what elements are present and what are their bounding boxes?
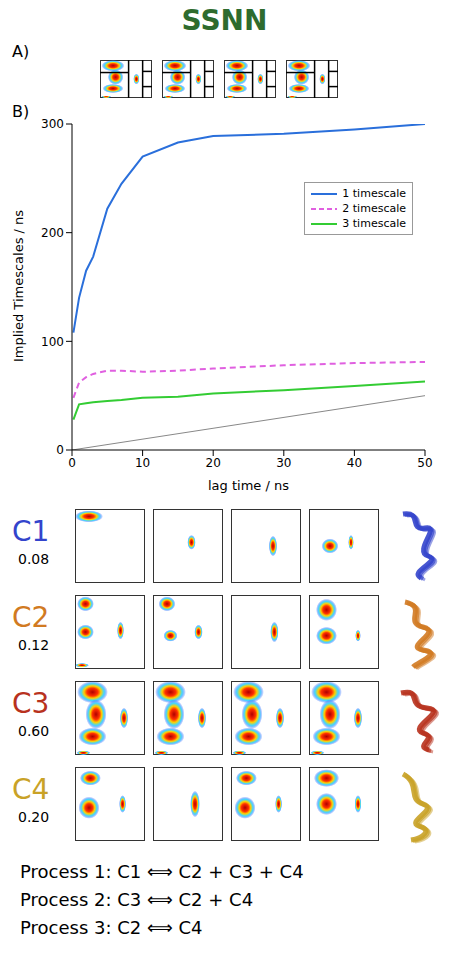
html-text:Process 1: C1 ⟺ C2 + C3 + C4: Process 1: C1 ⟺ C2 + C3 + C4 — [20, 861, 304, 882]
svg-text:Implied Timescales / ns: Implied Timescales / ns — [11, 210, 26, 362]
svg-text:300: 300 — [41, 117, 64, 131]
svg-text:100: 100 — [41, 335, 64, 349]
svg-text:10: 10 — [135, 456, 150, 470]
svg-text:0: 0 — [68, 456, 76, 470]
html-text:0.60: 0.60 — [18, 723, 50, 739]
html-text:B): B) — [12, 102, 30, 121]
html-text:C3: C3 — [12, 687, 50, 720]
html-text:C4: C4 — [12, 773, 50, 806]
html-text:C1: C1 — [12, 515, 50, 548]
svg-text:200: 200 — [41, 226, 64, 240]
html-text:3 timescale: 3 timescale — [342, 217, 406, 230]
html-text:2 timescale: 2 timescale — [342, 202, 406, 215]
svg-text:20: 20 — [206, 456, 221, 470]
html-text:0.12: 0.12 — [18, 637, 50, 653]
html-text:Process 3: C2 ⟺ C4: Process 3: C2 ⟺ C4 — [20, 917, 203, 938]
svg-text:40: 40 — [347, 456, 362, 470]
html-text:SSNN: SSNN — [181, 4, 268, 37]
html-text:1 timescale: 1 timescale — [342, 187, 406, 200]
html-text:0.08: 0.08 — [18, 551, 50, 567]
html-text:A): A) — [12, 42, 30, 61]
svg-text:lag time / ns: lag time / ns — [208, 478, 289, 493]
html-text:Process 2: C3 ⟺ C2 + C4: Process 2: C3 ⟺ C2 + C4 — [20, 889, 254, 910]
html-text:0.20: 0.20 — [18, 809, 50, 825]
html-text:C2: C2 — [12, 601, 50, 634]
svg-text:50: 50 — [417, 456, 432, 470]
svg-text:30: 30 — [276, 456, 291, 470]
svg-text:0: 0 — [56, 443, 64, 457]
